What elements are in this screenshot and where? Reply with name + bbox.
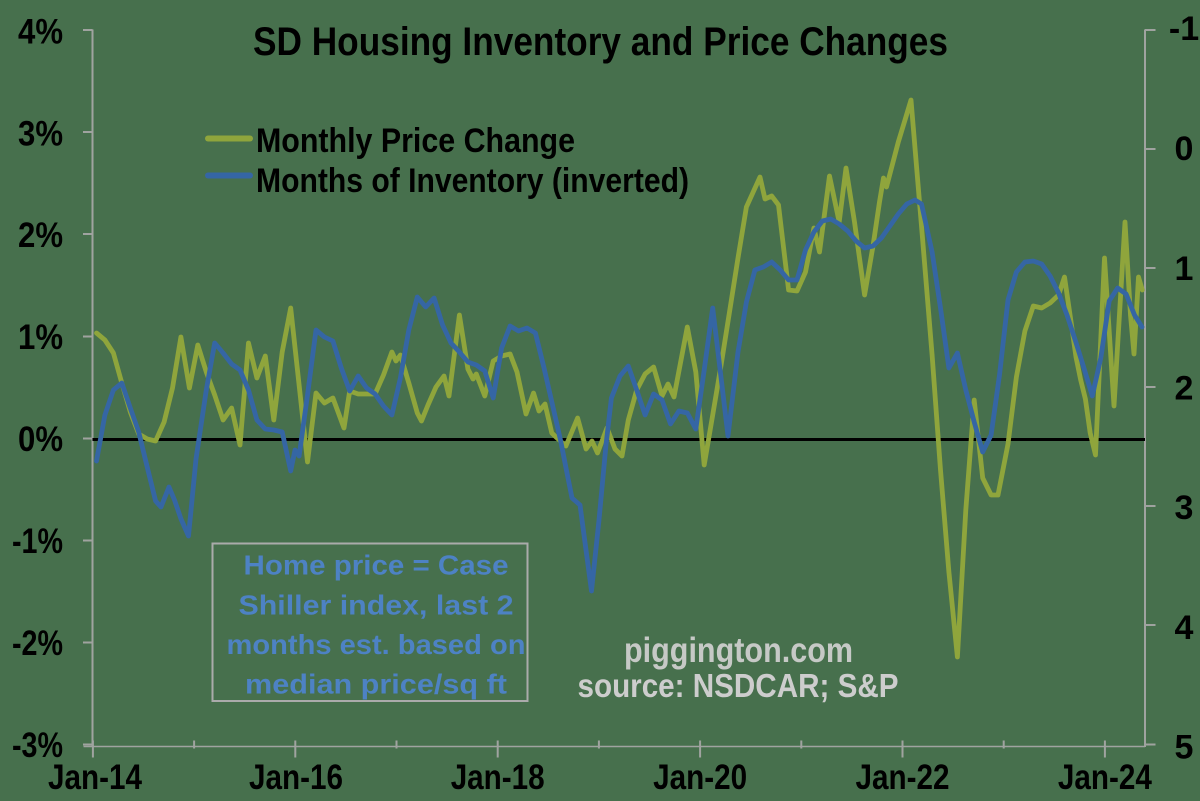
svg-text:Jan-20: Jan-20 <box>653 758 747 797</box>
svg-text:Jan-14: Jan-14 <box>48 758 142 797</box>
svg-text:source: NSDCAR; S&P: source: NSDCAR; S&P <box>578 667 899 704</box>
svg-text:-1%: -1% <box>12 522 63 561</box>
svg-text:SD Housing Inventory and Price: SD Housing Inventory and Price Changes <box>253 20 948 64</box>
svg-text:0: 0 <box>1175 130 1194 168</box>
svg-text:-1: -1 <box>1169 10 1199 48</box>
svg-text:Shiller index, last 2: Shiller index, last 2 <box>239 589 514 620</box>
svg-text:3%: 3% <box>18 115 63 154</box>
svg-text:Months of Inventory (inverted): Months of Inventory (inverted) <box>256 162 689 200</box>
svg-text:Jan-24: Jan-24 <box>1058 758 1152 797</box>
svg-text:2: 2 <box>1175 370 1194 408</box>
svg-text:Jan-18: Jan-18 <box>451 758 545 797</box>
svg-text:Home price = Case: Home price = Case <box>244 550 509 581</box>
svg-text:3: 3 <box>1175 489 1194 527</box>
svg-text:-3%: -3% <box>12 726 63 765</box>
svg-text:Monthly Price Change: Monthly Price Change <box>256 122 575 160</box>
svg-text:1: 1 <box>1175 250 1194 288</box>
svg-text:4: 4 <box>1175 609 1194 647</box>
svg-text:median price/sq ft: median price/sq ft <box>245 669 507 700</box>
svg-text:months est. based on: months est. based on <box>227 629 526 660</box>
svg-text:0%: 0% <box>18 420 63 459</box>
svg-text:piggington.com: piggington.com <box>624 631 853 670</box>
svg-text:Jan-16: Jan-16 <box>249 758 343 797</box>
svg-text:5: 5 <box>1175 729 1194 767</box>
svg-text:-2%: -2% <box>12 624 63 663</box>
svg-text:2%: 2% <box>18 216 63 255</box>
svg-text:4%: 4% <box>18 13 63 52</box>
svg-text:Jan-22: Jan-22 <box>856 758 950 797</box>
svg-text:1%: 1% <box>18 318 63 357</box>
